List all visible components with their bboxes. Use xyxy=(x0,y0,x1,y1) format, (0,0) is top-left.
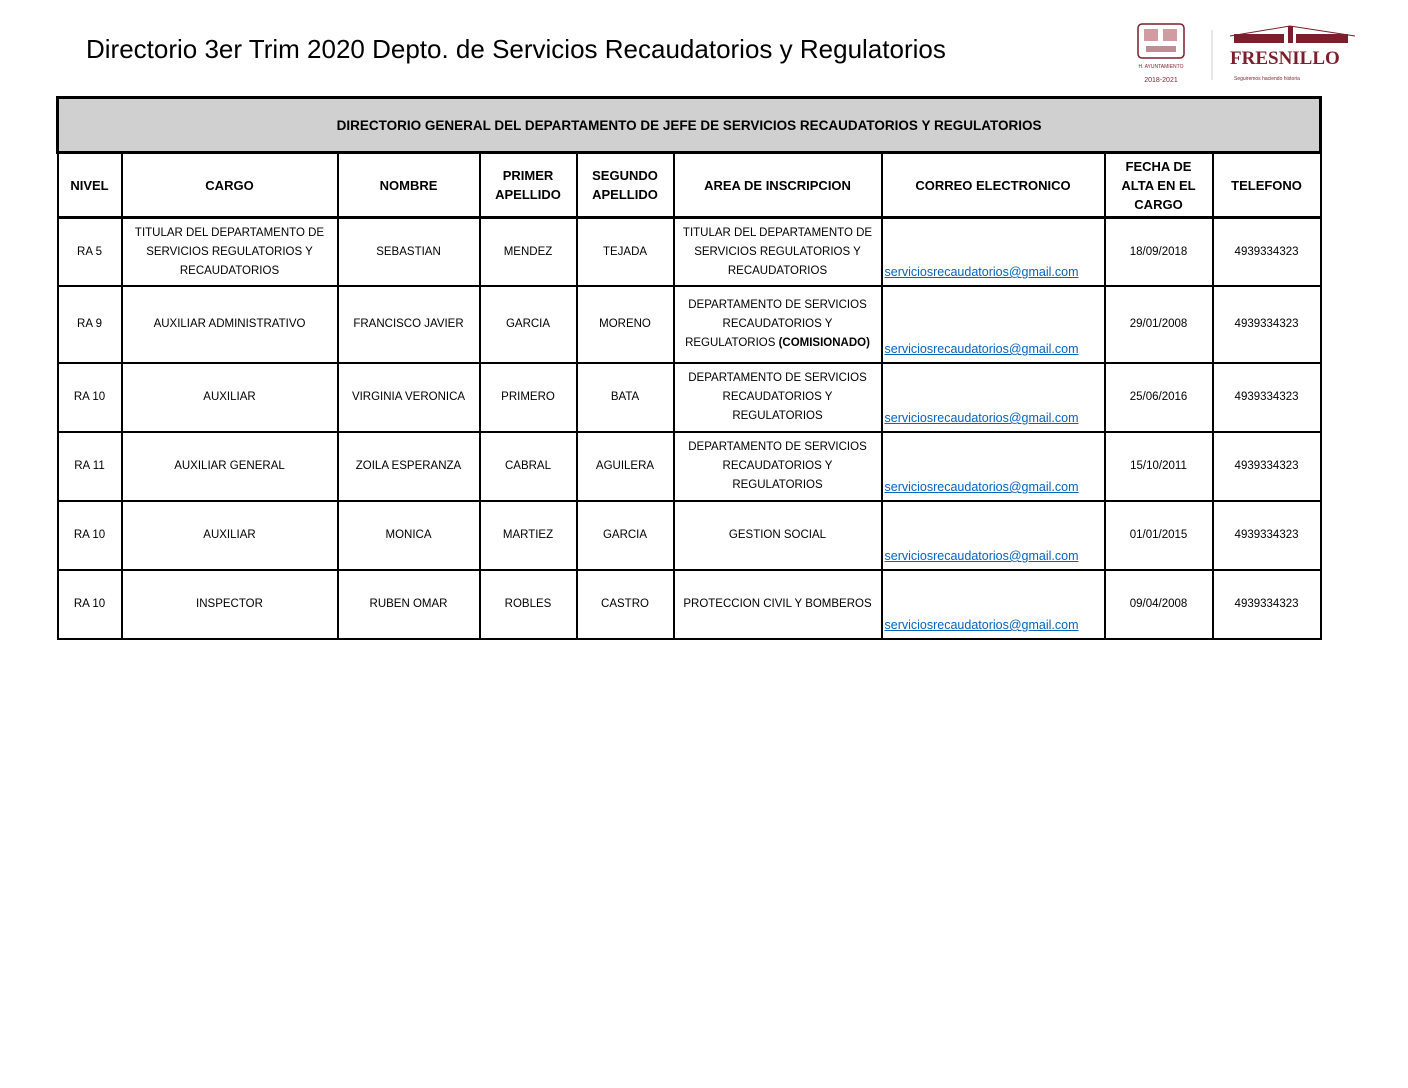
email-link[interactable]: serviciosrecaudatorios@gmail.com xyxy=(884,480,1079,494)
page-title: Directorio 3er Trim 2020 Depto. de Servi… xyxy=(86,34,946,64)
primer-apellido-cell: MARTIEZ xyxy=(478,500,578,571)
nivel-cell: RA 10 xyxy=(56,569,123,640)
area-text: DEPARTAMENTO DE SERVICIOS RECAUDATORIOS … xyxy=(685,299,867,349)
primer-apellido-cell: MENDEZ xyxy=(478,216,578,287)
nivel-cell: RA 11 xyxy=(56,431,123,502)
logos: H. AYUNTAMIENTO 2018-2021 FRESNILLO Segu… xyxy=(1137,23,1356,84)
fresnillo-logo: FRESNILLO Seguiremos haciendo historia xyxy=(1229,25,1356,82)
nombre-cell: SEBASTIAN xyxy=(336,216,481,287)
area-cell: DEPARTAMENTO DE SERVICIOS RECAUDATORIOS … xyxy=(672,431,883,502)
column-header: CORREO ELECTRONICO xyxy=(880,151,1106,219)
email-link[interactable]: serviciosrecaudatorios@gmail.com xyxy=(884,265,1079,279)
nombre-cell: ZOILA ESPERANZA xyxy=(336,431,481,502)
table-caption: DIRECTORIO GENERAL DEL DEPARTAMENTO DE J… xyxy=(55,96,1323,154)
telefono-cell: 4939334323 xyxy=(1211,500,1322,571)
table-row: RA 10 AUXILIAR VIRGINIA VERONICA PRIMERO BAT… xyxy=(56,362,1322,433)
primer-apellido-cell: CABRAL xyxy=(478,431,578,502)
fecha-cell: 01/01/2015 xyxy=(1103,500,1214,571)
fecha-cell: 29/01/2008 xyxy=(1103,285,1214,364)
primer-apellido-cell: GARCIA xyxy=(478,285,578,364)
fecha-cell: 09/04/2008 xyxy=(1103,569,1214,640)
segundo-apellido-cell: MORENO xyxy=(575,285,675,364)
area-cell: GESTION SOCIAL xyxy=(672,500,883,571)
correo-cell: serviciosrecaudatorios@gmail.com xyxy=(880,285,1106,364)
telefono-cell: 4939334323 xyxy=(1211,285,1322,364)
segundo-apellido-cell: TEJADA xyxy=(575,216,675,287)
directory-table: DIRECTORIO GENERAL DEL DEPARTAMENTO DE J… xyxy=(55,96,1323,640)
nivel-cell: RA 10 xyxy=(56,500,123,571)
email-link[interactable]: serviciosrecaudatorios@gmail.com xyxy=(884,342,1079,356)
svg-text:FRESNILLO: FRESNILLO xyxy=(1230,48,1340,69)
fecha-cell: 18/09/2018 xyxy=(1103,216,1214,287)
cargo-cell: AUXILIAR xyxy=(120,362,339,433)
email-link[interactable]: serviciosrecaudatorios@gmail.com xyxy=(884,549,1079,563)
table-row: RA 9 AUXILIAR ADMINISTRATIVO FRANCISCO JAV… xyxy=(56,285,1322,364)
telefono-cell: 4939334323 xyxy=(1211,362,1322,433)
area-cell: PROTECCION CIVIL Y BOMBEROS xyxy=(672,569,883,640)
telefono-cell: 4939334323 xyxy=(1211,216,1322,287)
fecha-cell: 15/10/2011 xyxy=(1103,431,1214,502)
table-row: RA 11 AUXILIAR GENERAL ZOILA ESPERANZA CABR… xyxy=(56,431,1322,502)
column-header: NOMBRE xyxy=(336,151,481,219)
table-row: RA 10 INSPECTOR RUBEN OMAR ROBLES CASTRO PROT… xyxy=(56,569,1322,640)
column-header: SEGUNDO APELLIDO xyxy=(575,151,675,219)
correo-cell: serviciosrecaudatorios@gmail.com xyxy=(880,431,1106,502)
ayuntamiento-seal-logo: H. AYUNTAMIENTO 2018-2021 xyxy=(1137,23,1185,84)
svg-text:Seguiremos haciendo historia: Seguiremos haciendo historia xyxy=(1234,76,1300,82)
area-text: GESTION SOCIAL xyxy=(728,529,827,541)
svg-text:2018-2021: 2018-2021 xyxy=(1144,77,1178,84)
svg-text:H. AYUNTAMIENTO: H. AYUNTAMIENTO xyxy=(1138,64,1183,70)
table-row: RA 5 TITULAR DEL DEPARTAMENTO DE SERVICIO… xyxy=(56,216,1322,287)
correo-cell: serviciosrecaudatorios@gmail.com xyxy=(880,216,1106,287)
cargo-cell: INSPECTOR xyxy=(120,569,339,640)
nombre-cell: MONICA xyxy=(336,500,481,571)
nivel-cell: RA 5 xyxy=(56,216,123,287)
area-text: TITULAR DEL DEPARTAMENTO DE SERVICIOS RE… xyxy=(682,226,873,277)
segundo-apellido-cell: BATA xyxy=(575,362,675,433)
correo-cell: serviciosrecaudatorios@gmail.com xyxy=(880,569,1106,640)
area-text: DEPARTAMENTO DE SERVICIOS RECAUDATORIOS … xyxy=(688,372,867,422)
cargo-cell: AUXILIAR xyxy=(120,500,339,571)
email-link[interactable]: serviciosrecaudatorios@gmail.com xyxy=(884,411,1079,425)
area-cell: TITULAR DEL DEPARTAMENTO DE SERVICIOS RE… xyxy=(672,216,883,287)
correo-cell: serviciosrecaudatorios@gmail.com xyxy=(880,500,1106,571)
nombre-cell: RUBEN OMAR xyxy=(336,569,481,640)
column-header: TELEFONO xyxy=(1211,151,1322,219)
email-link[interactable]: serviciosrecaudatorios@gmail.com xyxy=(884,618,1079,632)
column-header: AREA DE INSCRIPCION xyxy=(672,151,883,219)
column-header: CARGO xyxy=(120,151,339,219)
nombre-cell: VIRGINIA VERONICA xyxy=(336,362,481,433)
telefono-cell: 4939334323 xyxy=(1211,431,1322,502)
primer-apellido-cell: ROBLES xyxy=(478,569,578,640)
telefono-cell: 4939334323 xyxy=(1211,569,1322,640)
column-header: FECHA DE ALTA EN EL CARGO xyxy=(1103,151,1214,219)
cargo-cell: AUXILIAR GENERAL xyxy=(120,431,339,502)
nivel-cell: RA 10 xyxy=(56,362,123,433)
nivel-cell: RA 9 xyxy=(56,285,123,364)
primer-apellido-cell: PRIMERO xyxy=(478,362,578,433)
fecha-cell: 25/06/2016 xyxy=(1103,362,1214,433)
segundo-apellido-cell: CASTRO xyxy=(575,569,675,640)
cargo-cell: AUXILIAR ADMINISTRATIVO xyxy=(120,285,339,364)
area-note: (COMISIONADO) xyxy=(778,337,870,349)
area-cell: DEPARTAMENTO DE SERVICIOS RECAUDATORIOS … xyxy=(672,362,883,433)
column-header: PRIMER APELLIDO xyxy=(478,151,578,219)
nombre-cell: FRANCISCO JAVIER xyxy=(336,285,481,364)
segundo-apellido-cell: AGUILERA xyxy=(575,431,675,502)
area-cell: DEPARTAMENTO DE SERVICIOS RECAUDATORIOS … xyxy=(672,285,883,364)
column-header: NIVEL xyxy=(56,151,123,219)
area-text: DEPARTAMENTO DE SERVICIOS RECAUDATORIOS … xyxy=(688,441,867,491)
segundo-apellido-cell: GARCIA xyxy=(575,500,675,571)
area-text: PROTECCION CIVIL Y BOMBEROS xyxy=(683,598,872,610)
table-row: RA 10 AUXILIAR MONICA MARTIEZ GARCIA GESTION … xyxy=(56,500,1322,571)
cargo-cell: TITULAR DEL DEPARTAMENTO DE SERVICIOS RE… xyxy=(120,216,339,287)
correo-cell: serviciosrecaudatorios@gmail.com xyxy=(880,362,1106,433)
